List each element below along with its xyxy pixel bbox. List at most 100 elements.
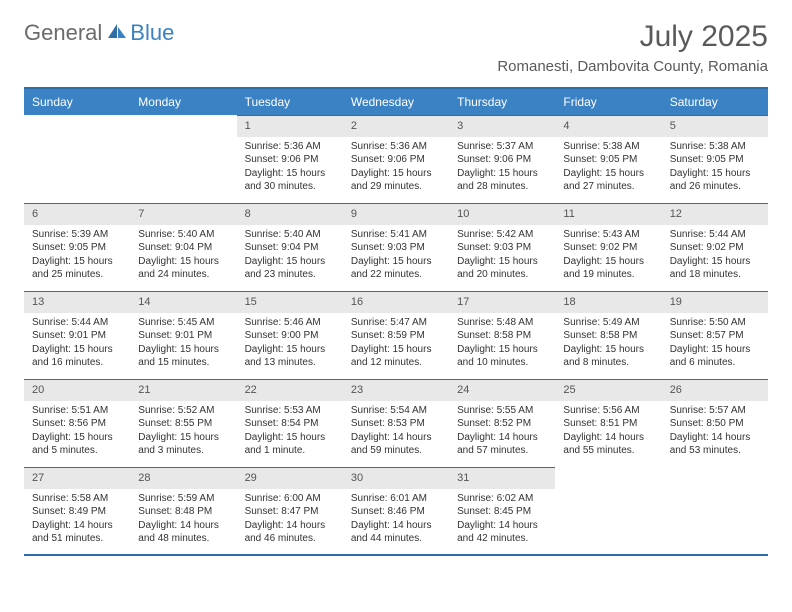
day-details: Sunrise: 5:56 AMSunset: 8:51 PMDaylight:… <box>555 401 661 464</box>
day-details: Sunrise: 5:47 AMSunset: 8:59 PMDaylight:… <box>343 313 449 376</box>
day-number: 29 <box>237 467 343 489</box>
calendar-day: 24Sunrise: 5:55 AMSunset: 8:52 PMDayligh… <box>449 379 555 467</box>
calendar-day: 31Sunrise: 6:02 AMSunset: 8:45 PMDayligh… <box>449 467 555 555</box>
day-details: Sunrise: 5:40 AMSunset: 9:04 PMDaylight:… <box>130 225 236 288</box>
calendar-week: 13Sunrise: 5:44 AMSunset: 9:01 PMDayligh… <box>24 291 768 379</box>
calendar-day: 26Sunrise: 5:57 AMSunset: 8:50 PMDayligh… <box>662 379 768 467</box>
calendar-day: 20Sunrise: 5:51 AMSunset: 8:56 PMDayligh… <box>24 379 130 467</box>
day-number: 19 <box>662 291 768 313</box>
calendar-day: 22Sunrise: 5:53 AMSunset: 8:54 PMDayligh… <box>237 379 343 467</box>
day-number: 2 <box>343 115 449 137</box>
day-header-row: SundayMondayTuesdayWednesdayThursdayFrid… <box>24 88 768 115</box>
day-number: 17 <box>449 291 555 313</box>
calendar-day: 10Sunrise: 5:42 AMSunset: 9:03 PMDayligh… <box>449 203 555 291</box>
calendar-day-empty: . <box>24 115 130 203</box>
day-number: 10 <box>449 203 555 225</box>
calendar-day: 15Sunrise: 5:46 AMSunset: 9:00 PMDayligh… <box>237 291 343 379</box>
day-details: Sunrise: 5:55 AMSunset: 8:52 PMDaylight:… <box>449 401 555 464</box>
day-number: 1 <box>237 115 343 137</box>
calendar-day: 30Sunrise: 6:01 AMSunset: 8:46 PMDayligh… <box>343 467 449 555</box>
day-details: Sunrise: 5:54 AMSunset: 8:53 PMDaylight:… <box>343 401 449 464</box>
day-details: Sunrise: 5:46 AMSunset: 9:00 PMDaylight:… <box>237 313 343 376</box>
calendar-day: 13Sunrise: 5:44 AMSunset: 9:01 PMDayligh… <box>24 291 130 379</box>
day-header: Saturday <box>662 88 768 115</box>
day-details: Sunrise: 5:48 AMSunset: 8:58 PMDaylight:… <box>449 313 555 376</box>
day-number: 12 <box>662 203 768 225</box>
day-header: Monday <box>130 88 236 115</box>
location: Romanesti, Dambovita County, Romania <box>497 58 768 75</box>
calendar-day: 28Sunrise: 5:59 AMSunset: 8:48 PMDayligh… <box>130 467 236 555</box>
day-number: 31 <box>449 467 555 489</box>
calendar-day: 3Sunrise: 5:37 AMSunset: 9:06 PMDaylight… <box>449 115 555 203</box>
calendar-day-empty: . <box>130 115 236 203</box>
day-details: Sunrise: 6:02 AMSunset: 8:45 PMDaylight:… <box>449 489 555 552</box>
calendar-day: 27Sunrise: 5:58 AMSunset: 8:49 PMDayligh… <box>24 467 130 555</box>
day-details: Sunrise: 5:38 AMSunset: 9:05 PMDaylight:… <box>555 137 661 200</box>
day-number: 16 <box>343 291 449 313</box>
day-details: Sunrise: 5:49 AMSunset: 8:58 PMDaylight:… <box>555 313 661 376</box>
day-number: 23 <box>343 379 449 401</box>
day-header: Wednesday <box>343 88 449 115</box>
logo-sail-icon <box>106 22 128 45</box>
day-details: Sunrise: 5:45 AMSunset: 9:01 PMDaylight:… <box>130 313 236 376</box>
calendar-day: 23Sunrise: 5:54 AMSunset: 8:53 PMDayligh… <box>343 379 449 467</box>
day-details: Sunrise: 5:36 AMSunset: 9:06 PMDaylight:… <box>237 137 343 200</box>
day-details: Sunrise: 5:39 AMSunset: 9:05 PMDaylight:… <box>24 225 130 288</box>
logo: General Blue <box>24 20 174 46</box>
day-number: 8 <box>237 203 343 225</box>
day-header: Sunday <box>24 88 130 115</box>
month-title: July 2025 <box>497 20 768 54</box>
day-number: 22 <box>237 379 343 401</box>
calendar-day: 8Sunrise: 5:40 AMSunset: 9:04 PMDaylight… <box>237 203 343 291</box>
day-details: Sunrise: 5:36 AMSunset: 9:06 PMDaylight:… <box>343 137 449 200</box>
calendar-day-empty: . <box>662 467 768 555</box>
day-details: Sunrise: 5:42 AMSunset: 9:03 PMDaylight:… <box>449 225 555 288</box>
day-details: Sunrise: 5:53 AMSunset: 8:54 PMDaylight:… <box>237 401 343 464</box>
day-number: 15 <box>237 291 343 313</box>
day-number: 5 <box>662 115 768 137</box>
logo-text-blue: Blue <box>130 20 174 46</box>
calendar-week: 27Sunrise: 5:58 AMSunset: 8:49 PMDayligh… <box>24 467 768 555</box>
day-details: Sunrise: 6:00 AMSunset: 8:47 PMDaylight:… <box>237 489 343 552</box>
day-number: 13 <box>24 291 130 313</box>
calendar-day: 17Sunrise: 5:48 AMSunset: 8:58 PMDayligh… <box>449 291 555 379</box>
calendar-table: SundayMondayTuesdayWednesdayThursdayFrid… <box>24 87 768 556</box>
day-details: Sunrise: 5:58 AMSunset: 8:49 PMDaylight:… <box>24 489 130 552</box>
day-details: Sunrise: 5:51 AMSunset: 8:56 PMDaylight:… <box>24 401 130 464</box>
day-number: 30 <box>343 467 449 489</box>
day-number: 7 <box>130 203 236 225</box>
day-details: Sunrise: 5:38 AMSunset: 9:05 PMDaylight:… <box>662 137 768 200</box>
day-number: 3 <box>449 115 555 137</box>
calendar-week: 20Sunrise: 5:51 AMSunset: 8:56 PMDayligh… <box>24 379 768 467</box>
calendar-day: 2Sunrise: 5:36 AMSunset: 9:06 PMDaylight… <box>343 115 449 203</box>
day-details: Sunrise: 5:44 AMSunset: 9:01 PMDaylight:… <box>24 313 130 376</box>
day-details: Sunrise: 5:50 AMSunset: 8:57 PMDaylight:… <box>662 313 768 376</box>
day-number: 25 <box>555 379 661 401</box>
calendar-day: 18Sunrise: 5:49 AMSunset: 8:58 PMDayligh… <box>555 291 661 379</box>
day-number: 11 <box>555 203 661 225</box>
calendar-day: 19Sunrise: 5:50 AMSunset: 8:57 PMDayligh… <box>662 291 768 379</box>
calendar-day: 14Sunrise: 5:45 AMSunset: 9:01 PMDayligh… <box>130 291 236 379</box>
calendar-day: 16Sunrise: 5:47 AMSunset: 8:59 PMDayligh… <box>343 291 449 379</box>
day-details: Sunrise: 5:43 AMSunset: 9:02 PMDaylight:… <box>555 225 661 288</box>
calendar-day: 12Sunrise: 5:44 AMSunset: 9:02 PMDayligh… <box>662 203 768 291</box>
day-number: 9 <box>343 203 449 225</box>
day-number: 18 <box>555 291 661 313</box>
logo-text-general: General <box>24 20 102 46</box>
calendar-week: 6Sunrise: 5:39 AMSunset: 9:05 PMDaylight… <box>24 203 768 291</box>
header: General Blue July 2025 Romanesti, Dambov… <box>24 20 768 75</box>
day-details: Sunrise: 5:37 AMSunset: 9:06 PMDaylight:… <box>449 137 555 200</box>
title-block: July 2025 Romanesti, Dambovita County, R… <box>497 20 768 75</box>
calendar-day: 1Sunrise: 5:36 AMSunset: 9:06 PMDaylight… <box>237 115 343 203</box>
day-number: 21 <box>130 379 236 401</box>
calendar-day: 6Sunrise: 5:39 AMSunset: 9:05 PMDaylight… <box>24 203 130 291</box>
calendar-day-empty: . <box>555 467 661 555</box>
day-number: 28 <box>130 467 236 489</box>
day-number: 27 <box>24 467 130 489</box>
day-details: Sunrise: 6:01 AMSunset: 8:46 PMDaylight:… <box>343 489 449 552</box>
calendar-day: 25Sunrise: 5:56 AMSunset: 8:51 PMDayligh… <box>555 379 661 467</box>
calendar-day: 7Sunrise: 5:40 AMSunset: 9:04 PMDaylight… <box>130 203 236 291</box>
day-number: 26 <box>662 379 768 401</box>
calendar-day: 4Sunrise: 5:38 AMSunset: 9:05 PMDaylight… <box>555 115 661 203</box>
day-header: Tuesday <box>237 88 343 115</box>
